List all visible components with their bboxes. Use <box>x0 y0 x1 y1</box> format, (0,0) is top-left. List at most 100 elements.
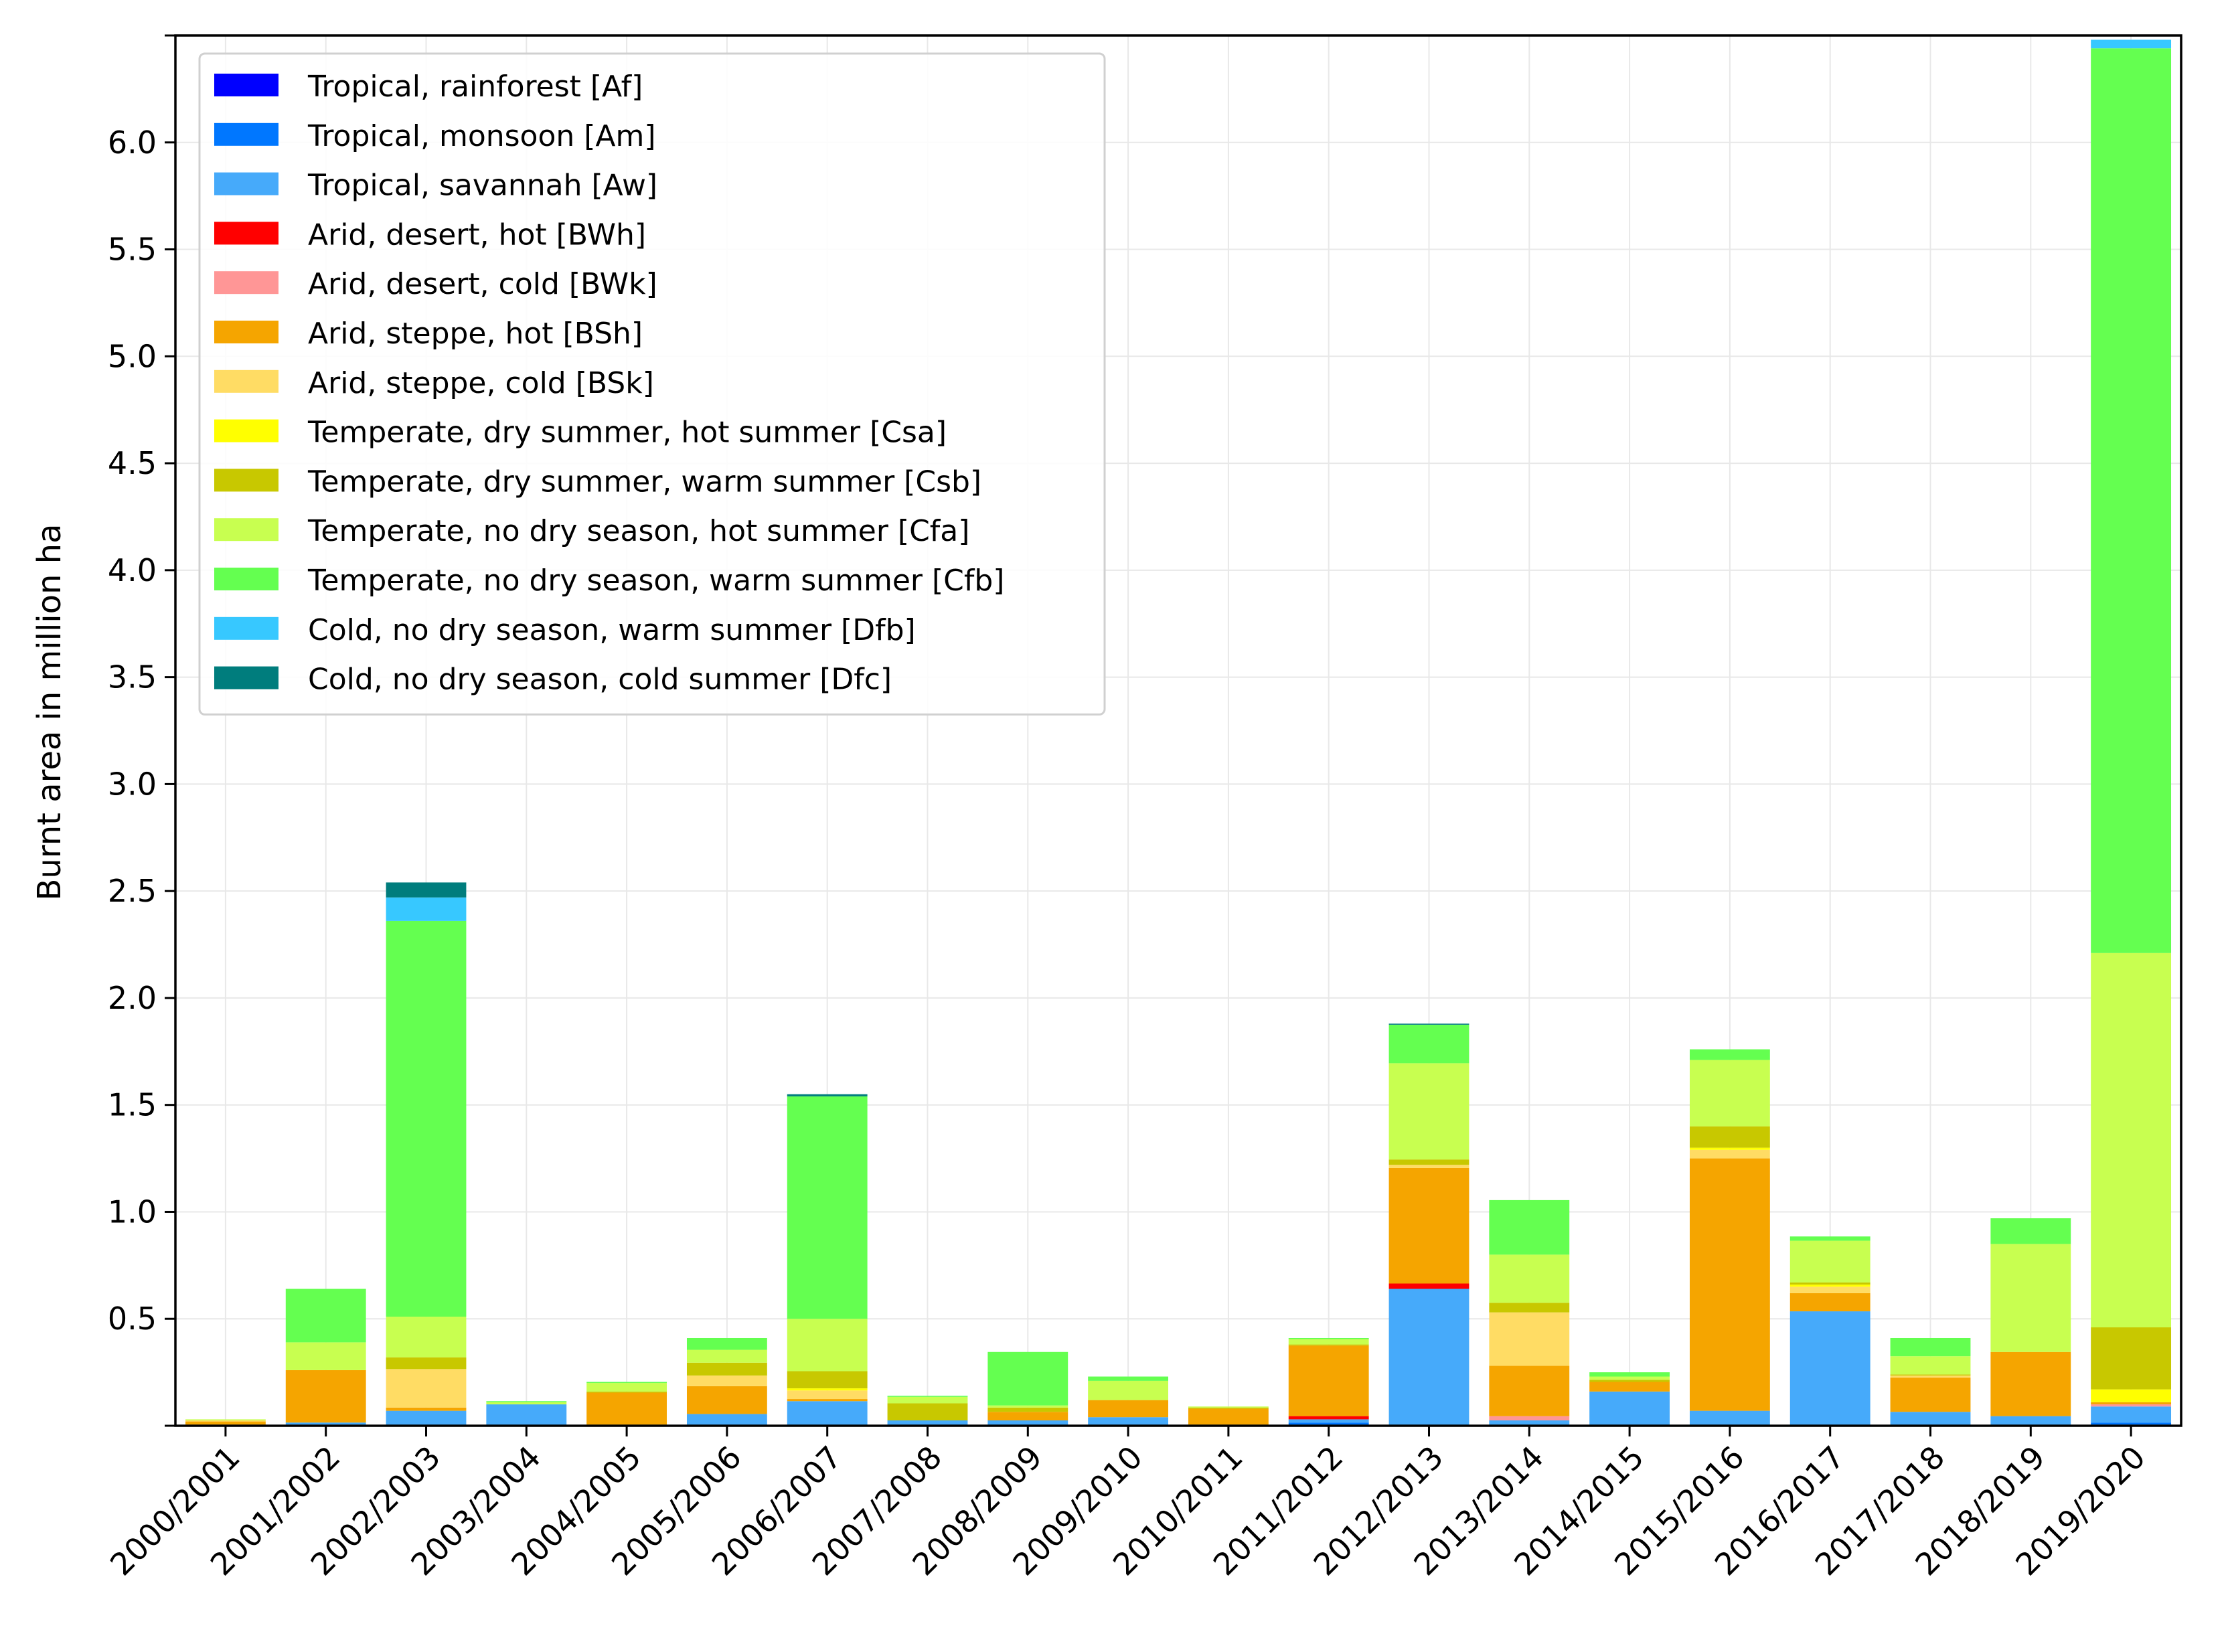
bar-segment <box>787 1096 868 1319</box>
y-tick-label: 2.0 <box>108 980 157 1016</box>
legend-swatch <box>214 122 278 146</box>
legend-label: Arid, steppe, hot [BSh] <box>308 317 643 351</box>
bar-segment <box>987 1407 1068 1412</box>
bar-segment <box>987 1405 1068 1408</box>
bar-segment <box>1789 1285 1871 1287</box>
y-tick-label: 0.5 <box>108 1301 157 1337</box>
legend-swatch <box>214 616 278 640</box>
bar-segment <box>386 897 467 921</box>
legend-label: Arid, desert, hot [BWh] <box>308 218 646 252</box>
bar-segment <box>1288 1339 1369 1345</box>
legend-swatch <box>214 518 278 542</box>
bar-segment <box>1288 1422 1369 1426</box>
plot-frame <box>174 34 2182 1427</box>
bar-segment <box>987 1420 1068 1426</box>
bar-segment <box>787 1399 868 1402</box>
legend-label: Temperate, no dry season, hot summer [Cf… <box>307 514 969 548</box>
bar-segment <box>586 1382 667 1384</box>
y-tick-label: 2.5 <box>108 873 157 909</box>
bar-segment <box>2091 1422 2172 1425</box>
bar-segment <box>1288 1419 1369 1423</box>
bar-segment <box>386 1357 467 1370</box>
bar-segment <box>787 1390 868 1400</box>
bar-segment <box>1489 1200 1570 1255</box>
legend-swatch <box>214 369 278 393</box>
bar-segment <box>1188 1406 1269 1408</box>
y-tick-label: 5.0 <box>108 338 157 374</box>
y-tick-label: 1.5 <box>108 1087 157 1123</box>
bar-segment <box>787 1094 868 1096</box>
bar-segment <box>285 1370 366 1423</box>
bar-segment <box>1789 1311 1871 1426</box>
legend-box <box>198 52 1106 716</box>
bar-segment <box>586 1383 667 1392</box>
bar-segment <box>1990 1351 2071 1416</box>
bar-segment <box>1689 1049 1770 1060</box>
bar-segment <box>686 1337 767 1350</box>
bar-segment <box>185 1419 266 1421</box>
bar-segment <box>787 1401 868 1426</box>
legend-swatch <box>214 271 278 295</box>
bar-segment <box>1489 1416 1570 1421</box>
legend-label: Tropical, monsoon [Am] <box>307 119 656 153</box>
bar-segment <box>486 1402 567 1405</box>
bar-segment <box>386 1369 467 1408</box>
bar-segment <box>1789 1282 1871 1285</box>
bar-segment <box>987 1412 1068 1421</box>
bar-segment <box>686 1349 767 1363</box>
legend-label: Temperate, no dry season, warm summer [C… <box>307 564 1004 598</box>
bar-segment <box>686 1362 767 1376</box>
bars <box>185 39 2172 1426</box>
bar-segment <box>1689 1126 1770 1148</box>
bar-segment <box>1890 1374 1971 1376</box>
y-tick-label: 3.0 <box>108 766 157 802</box>
bar-segment <box>2091 953 2172 1328</box>
bar-segment <box>1489 1312 1570 1366</box>
bar-segment <box>686 1414 767 1426</box>
bar-segment <box>2091 1406 2172 1423</box>
bar-segment <box>1188 1407 1269 1409</box>
y-axis-label: Burnt area in million ha <box>31 523 68 900</box>
bar-segment <box>1990 1218 2071 1244</box>
y-tick-label: 6.0 <box>108 125 157 161</box>
legend-swatch <box>214 172 278 195</box>
bar-segment <box>386 882 467 898</box>
bar-segment <box>586 1391 667 1393</box>
bar-segment <box>1288 1337 1369 1339</box>
bar-segment <box>1589 1372 1670 1377</box>
bar-segment <box>1689 1410 1770 1426</box>
bar-segment <box>1689 1060 1770 1127</box>
bar-segment <box>2091 48 2172 953</box>
bar-segment <box>386 1410 467 1426</box>
bar-segment <box>1388 1024 1469 1064</box>
bar-segment <box>1890 1375 1971 1378</box>
bar-segment <box>1789 1287 1871 1293</box>
legend-swatch <box>214 568 278 590</box>
bar-segment <box>1088 1380 1169 1400</box>
bar-segment <box>185 1421 266 1425</box>
bar-segment <box>285 1342 366 1370</box>
bar-segment <box>1088 1376 1169 1381</box>
legend-label: Arid, steppe, cold [BSk] <box>308 366 654 400</box>
legend-swatch <box>214 666 278 689</box>
bar-segment <box>1388 1023 1469 1025</box>
bar-segment <box>2091 1404 2172 1407</box>
bar-segment <box>1990 1416 2071 1426</box>
legend-label: Temperate, dry summer, hot summer [Csa] <box>307 416 947 450</box>
bar-segment <box>686 1375 767 1386</box>
bar-segment <box>386 1407 467 1411</box>
legend-swatch <box>214 222 278 245</box>
bar-segment <box>1890 1356 1971 1375</box>
bar-segment <box>386 1317 467 1357</box>
bar-segment <box>2091 1327 2172 1390</box>
bar-segment <box>1890 1412 1971 1426</box>
bar-segment <box>185 1420 266 1422</box>
bar-segment <box>1789 1236 1871 1241</box>
bar-segment <box>1088 1400 1169 1418</box>
bar-segment <box>1789 1293 1871 1312</box>
bar-segment <box>1388 1289 1469 1426</box>
bar-segment <box>1489 1303 1570 1313</box>
bar-segment <box>486 1401 567 1402</box>
legend-swatch <box>214 74 278 96</box>
bar-segment <box>887 1420 968 1426</box>
